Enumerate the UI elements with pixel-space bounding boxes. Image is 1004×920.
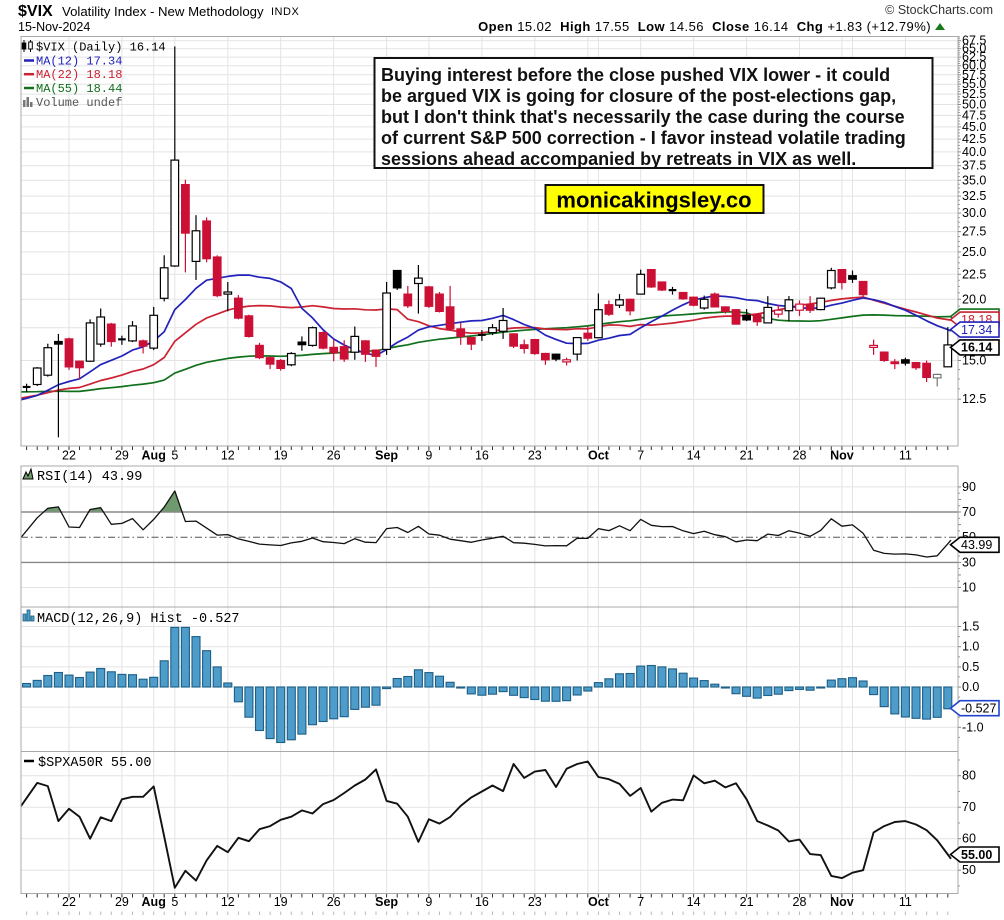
- svg-text:RSI(14) 43.99: RSI(14) 43.99: [37, 470, 142, 485]
- svg-text:MACD(12,26,9) Hist -0.527: MACD(12,26,9) Hist -0.527: [37, 612, 240, 627]
- svg-text:16: 16: [475, 449, 489, 463]
- svg-text:60.0: 60.0: [962, 59, 986, 73]
- svg-text:INDX: INDX: [271, 6, 299, 18]
- svg-text:Volatility Index - New Methodo: Volatility Index - New Methodology: [62, 4, 264, 19]
- svg-text:22: 22: [62, 449, 76, 463]
- svg-text:52.5: 52.5: [962, 87, 986, 101]
- svg-text:80: 80: [962, 769, 976, 783]
- svg-text:sessions ahead accompanied by: sessions ahead accompanied by retreats i…: [381, 149, 856, 169]
- svg-text:Open 15.02 High 17.55 Low 14: Open 15.02 High 17.55 Low 14.56 Close 16…: [478, 19, 931, 34]
- svg-text:21: 21: [740, 449, 754, 463]
- svg-text:29: 29: [115, 895, 129, 909]
- svg-text:47.5: 47.5: [962, 108, 986, 122]
- svg-text:11: 11: [899, 449, 912, 463]
- svg-text:57.5: 57.5: [962, 68, 986, 82]
- svg-text:14: 14: [687, 449, 701, 463]
- svg-text:Sep: Sep: [375, 449, 398, 463]
- svg-text:Aug: Aug: [142, 449, 166, 463]
- svg-text:-0.527: -0.527: [961, 702, 996, 716]
- svg-text:16.14: 16.14: [961, 341, 992, 355]
- svg-text:50: 50: [962, 863, 976, 877]
- svg-text:9: 9: [425, 449, 432, 463]
- svg-text:Volume undef: Volume undef: [36, 96, 122, 110]
- svg-text:of current S&P 500 correction: of current S&P 500 correction - I favor …: [381, 128, 906, 148]
- svg-text:29: 29: [115, 449, 129, 463]
- svg-text:22.5: 22.5: [962, 267, 986, 281]
- svg-text:but I don't think that's neces: but I don't think that's necessarily the…: [381, 107, 905, 127]
- svg-text:25.0: 25.0: [962, 245, 986, 259]
- svg-text:12.5: 12.5: [962, 392, 986, 406]
- svg-text:42.5: 42.5: [962, 132, 986, 146]
- svg-text:be argued VIX is going for clo: be argued VIX is going for closure of th…: [381, 86, 896, 106]
- svg-text:43.99: 43.99: [961, 538, 992, 552]
- svg-text:14: 14: [687, 895, 701, 909]
- svg-text:70: 70: [962, 800, 976, 814]
- svg-text:11: 11: [899, 895, 912, 909]
- svg-text:MA(12) 17.34: MA(12) 17.34: [36, 55, 122, 69]
- svg-text:50.0: 50.0: [962, 98, 986, 112]
- svg-text:Nov: Nov: [830, 895, 854, 909]
- svg-text:12: 12: [221, 895, 235, 909]
- svg-text:1.5: 1.5: [962, 620, 979, 634]
- svg-text:21: 21: [740, 895, 754, 909]
- svg-text:55.00: 55.00: [961, 848, 992, 862]
- svg-text:70: 70: [962, 505, 976, 519]
- svg-text:12: 12: [221, 449, 235, 463]
- svg-text:28: 28: [793, 449, 807, 463]
- svg-text:32.5: 32.5: [962, 189, 986, 203]
- svg-text:1.0: 1.0: [962, 640, 979, 654]
- svg-text:-1.0: -1.0: [962, 720, 984, 734]
- svg-text:62.5: 62.5: [962, 50, 986, 64]
- svg-text:16: 16: [475, 895, 489, 909]
- svg-text:26: 26: [327, 449, 341, 463]
- svg-text:7: 7: [637, 895, 644, 909]
- svg-text:10: 10: [962, 581, 976, 595]
- svg-text:60: 60: [962, 832, 976, 846]
- svg-text:monicakingsley.co: monicakingsley.co: [556, 188, 751, 213]
- svg-text:26: 26: [327, 895, 341, 909]
- svg-text:20.0: 20.0: [962, 292, 986, 306]
- svg-text:Nov: Nov: [830, 449, 854, 463]
- svg-text:Oct: Oct: [588, 449, 610, 463]
- svg-text:55.0: 55.0: [962, 77, 986, 91]
- svg-text:19: 19: [274, 449, 288, 463]
- svg-text:19: 19: [274, 895, 288, 909]
- svg-text:90: 90: [962, 480, 976, 494]
- svg-text:MA(22) 18.18: MA(22) 18.18: [36, 68, 122, 82]
- svg-text:Aug: Aug: [142, 895, 166, 909]
- svg-text:15.0: 15.0: [962, 354, 986, 368]
- svg-text:© StockCharts.com: © StockCharts.com: [885, 3, 993, 17]
- svg-text:Oct: Oct: [588, 895, 610, 909]
- svg-text:0.0: 0.0: [962, 680, 979, 694]
- svg-text:35.0: 35.0: [962, 173, 986, 187]
- svg-text:27.5: 27.5: [962, 225, 986, 239]
- svg-text:67.5: 67.5: [962, 34, 986, 48]
- svg-text:15-Nov-2024: 15-Nov-2024: [18, 20, 90, 34]
- svg-text:9: 9: [425, 895, 432, 909]
- svg-text:40.0: 40.0: [962, 145, 986, 159]
- svg-text:0.5: 0.5: [962, 660, 979, 674]
- svg-text:23: 23: [528, 449, 542, 463]
- svg-text:30.0: 30.0: [962, 206, 986, 220]
- svg-text:22: 22: [62, 895, 76, 909]
- svg-text:28: 28: [793, 895, 807, 909]
- svg-text:65.0: 65.0: [962, 42, 986, 56]
- svg-text:$SPXA50R 55.00: $SPXA50R 55.00: [38, 756, 151, 771]
- svg-text:MA(55) 18.44: MA(55) 18.44: [36, 82, 122, 96]
- svg-text:17.34: 17.34: [961, 323, 992, 337]
- svg-text:$VIX (Daily) 16.14: $VIX (Daily) 16.14: [36, 41, 166, 55]
- svg-text:7: 7: [637, 449, 644, 463]
- svg-text:45.0: 45.0: [962, 120, 986, 134]
- svg-text:$VIX: $VIX: [18, 3, 53, 20]
- svg-text:37.5: 37.5: [962, 159, 986, 173]
- svg-text:23: 23: [528, 895, 542, 909]
- svg-text:Buying interest before the clo: Buying interest before the close pushed …: [381, 65, 890, 85]
- svg-text:5: 5: [171, 449, 178, 463]
- svg-text:Sep: Sep: [375, 895, 398, 909]
- svg-text:30: 30: [962, 555, 976, 569]
- svg-text:5: 5: [171, 895, 178, 909]
